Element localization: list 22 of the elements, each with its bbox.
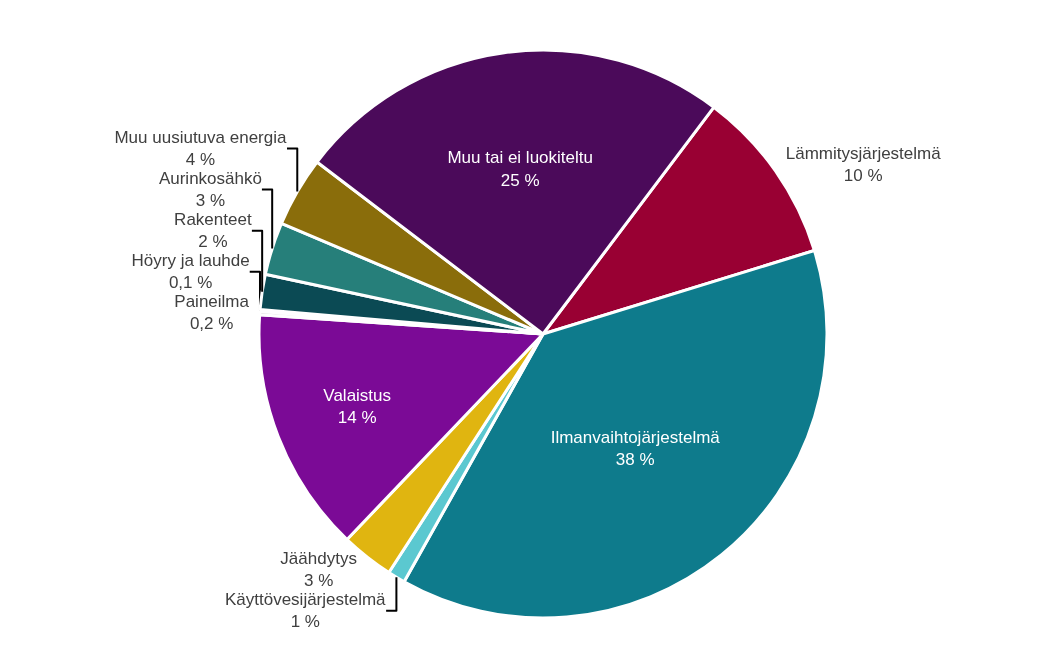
slice-label: Lämmitysjärjestelmä [785, 143, 942, 163]
data-label: 2 % [198, 232, 228, 252]
slice-label: Valaistus [323, 385, 392, 405]
data-label: 14 % [337, 407, 377, 427]
slice-label: Muu uusiutuva energia [114, 127, 287, 147]
data-label: 38 % [615, 450, 655, 470]
slice-label: Jäähdytys [280, 549, 357, 569]
slice-label: Ilmanvaihtojärjestelmä [550, 428, 721, 448]
slice-label: Höyry ja lauhde [131, 251, 250, 271]
data-label: 3 % [303, 571, 334, 591]
data-label: 25 % [500, 170, 540, 190]
slice-label: Paineilma [174, 292, 250, 312]
data-label: 1 % [290, 612, 320, 632]
data-label: 0,2 % [189, 314, 234, 334]
data-label: 3 % [195, 191, 226, 211]
data-label: 0,1 % [168, 273, 213, 293]
slice-label: Muu tai ei luokiteltu [447, 148, 593, 168]
slice-label: Rakenteet [174, 210, 252, 230]
data-label: 4 % [185, 150, 216, 169]
slice-label: Aurinkosähkö [158, 169, 262, 188]
slice-label: Käyttövesijärjestelmä [224, 590, 387, 610]
data-label: 10 % [843, 165, 883, 185]
